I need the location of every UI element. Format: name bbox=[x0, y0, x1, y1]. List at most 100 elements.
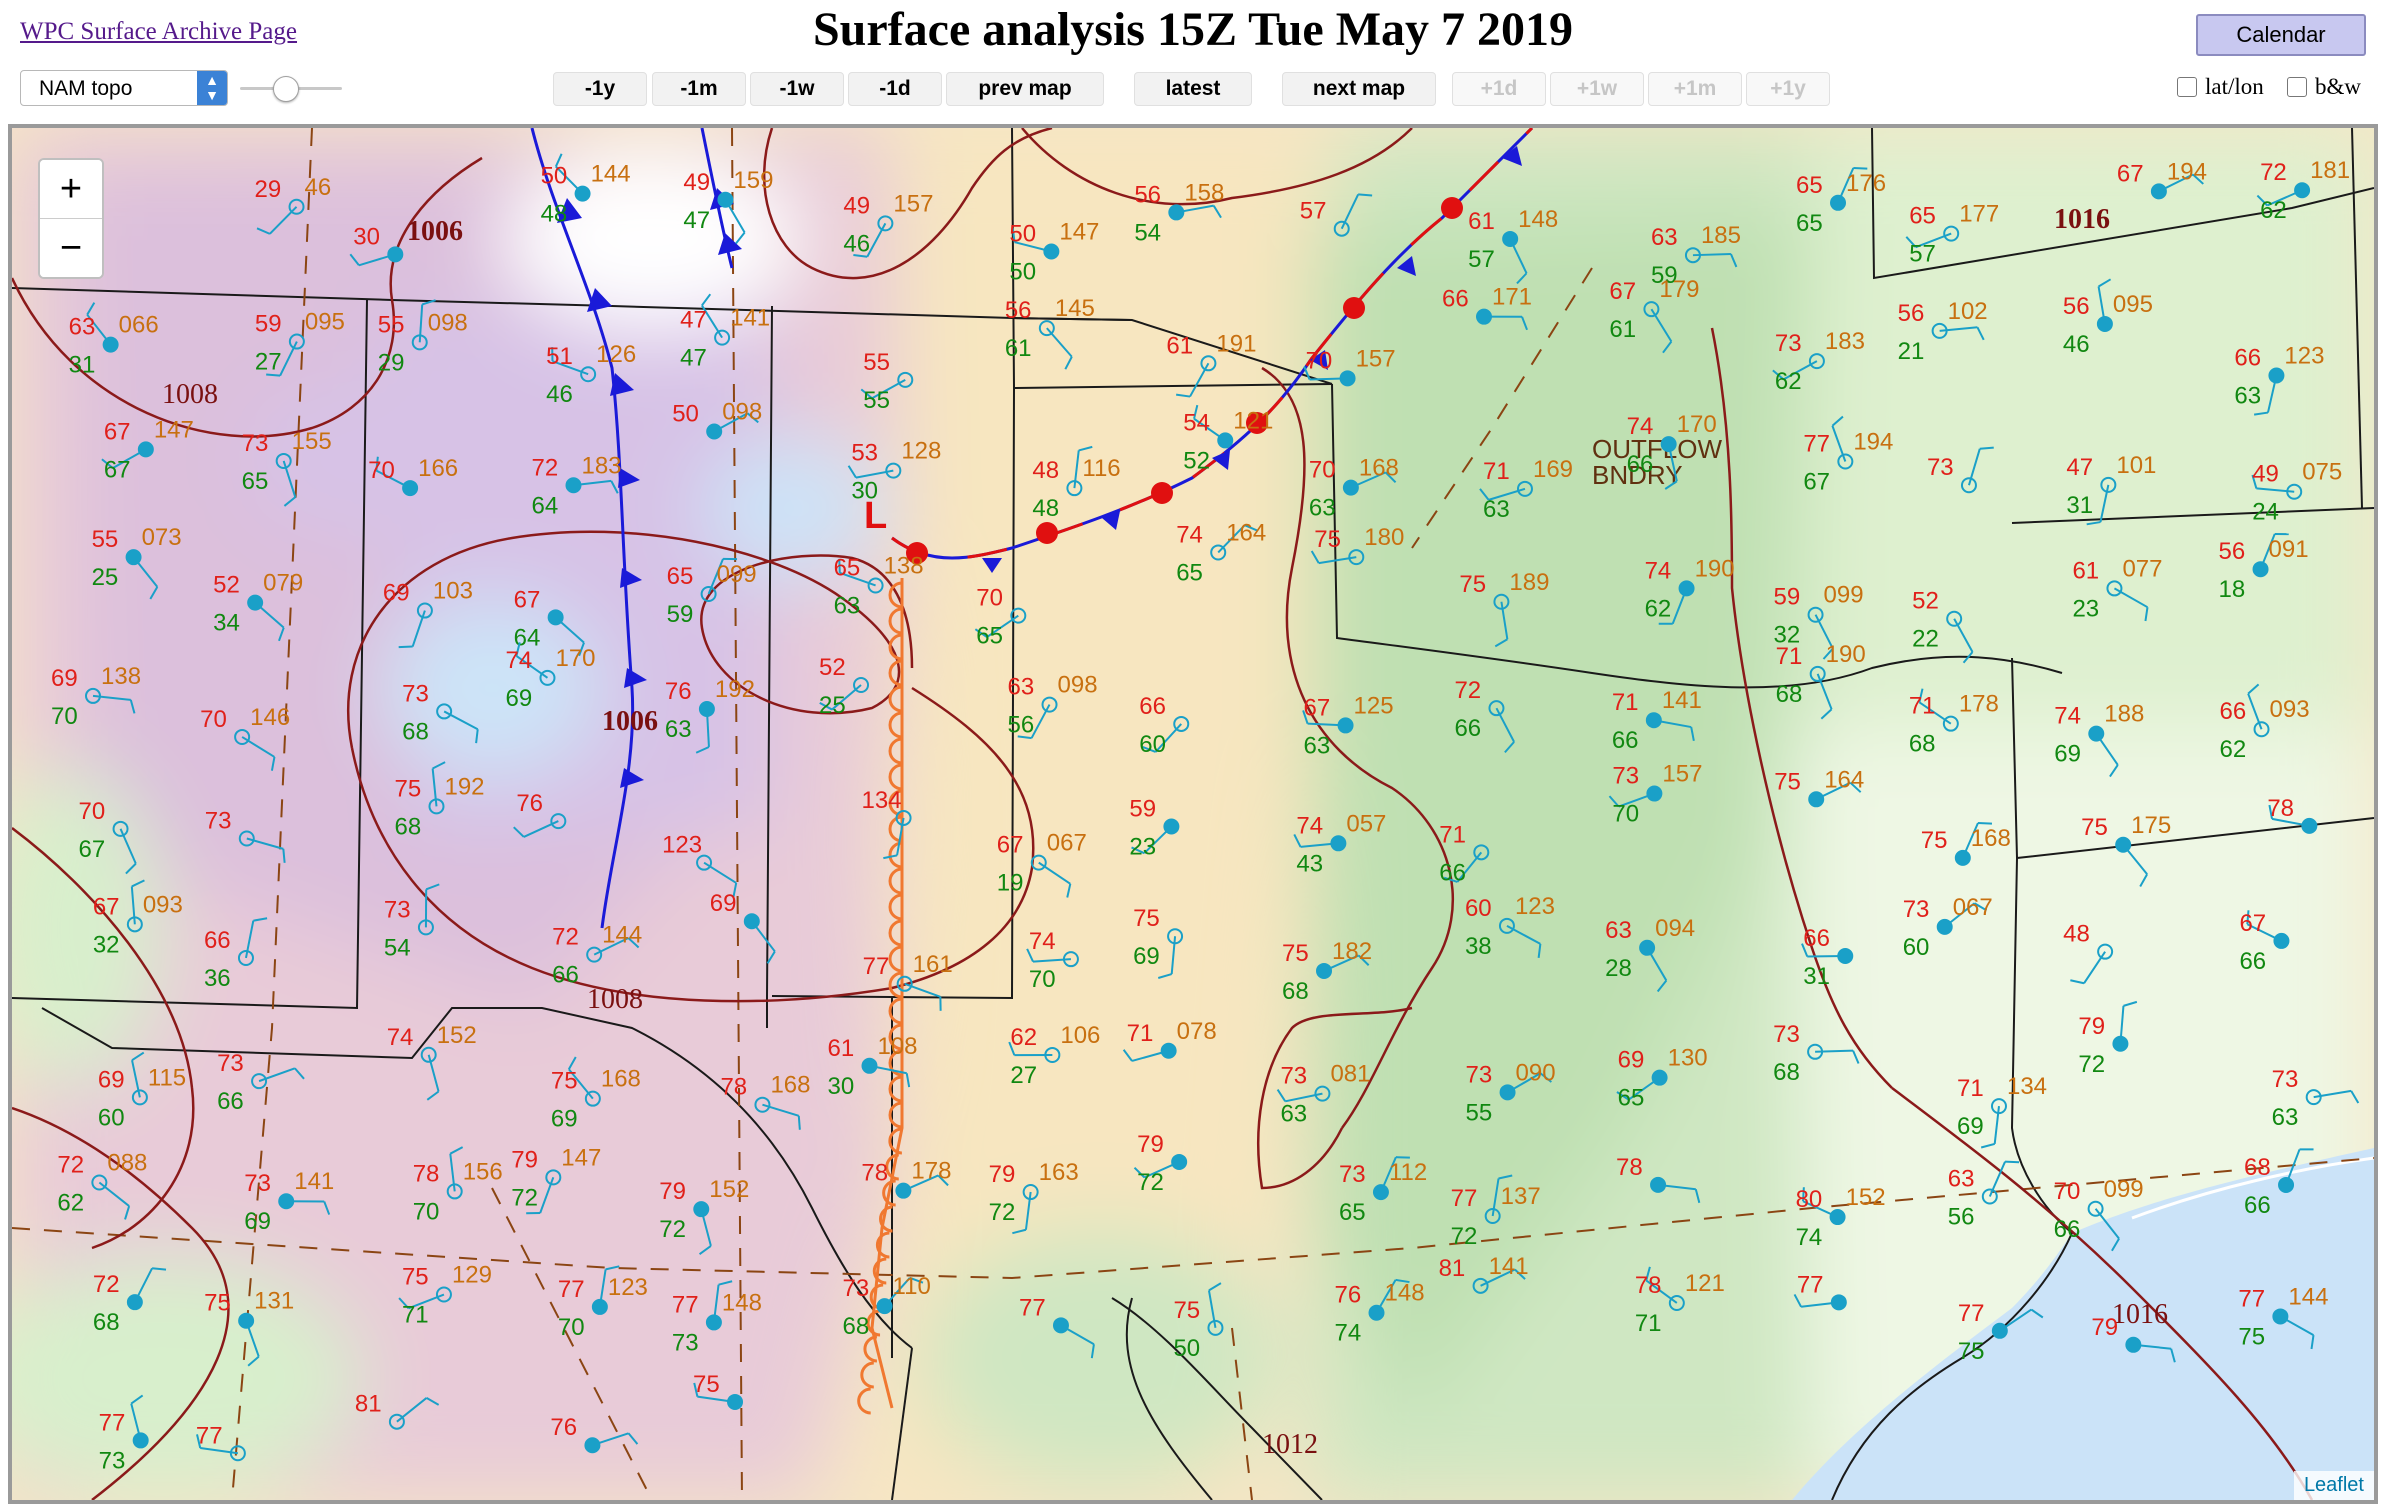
station-temperature: 73 bbox=[1339, 1161, 1366, 1188]
wind-barb bbox=[2099, 484, 2110, 523]
wind-barb bbox=[2122, 844, 2148, 875]
station-plot: 60 38 123 bbox=[1465, 893, 1555, 960]
wind-barb bbox=[1456, 851, 1483, 883]
wind-barb bbox=[2266, 189, 2303, 207]
wind-barb-feather bbox=[2246, 910, 2250, 925]
station-circle bbox=[539, 669, 556, 686]
bw-toggle[interactable]: b&w bbox=[2287, 74, 2361, 100]
opacity-slider[interactable] bbox=[240, 76, 342, 102]
wind-barb-feather bbox=[883, 854, 898, 860]
station-circle bbox=[877, 215, 894, 232]
station-plot: 74 69 188 bbox=[2054, 701, 2144, 778]
station-temperature: 74 bbox=[1176, 521, 1203, 548]
chevron-up-down-icon: ▲ ▼ bbox=[197, 71, 227, 105]
wind-barb bbox=[1915, 232, 1952, 249]
station-temperature: 76 bbox=[516, 790, 543, 817]
station-plot: 67 194 bbox=[2117, 158, 2207, 200]
station-plot: 81 141 bbox=[1439, 1253, 1529, 1294]
wind-barb-feather bbox=[1820, 708, 1833, 720]
wind-barb-feather bbox=[567, 1056, 577, 1070]
zoom-out-button[interactable]: − bbox=[40, 218, 102, 277]
station-plot: 75 68 192 bbox=[394, 761, 485, 840]
station-temperature: 79 bbox=[2091, 1314, 2118, 1341]
next-map-button[interactable]: next map bbox=[1282, 72, 1436, 106]
wind-barb-feather bbox=[129, 699, 136, 714]
wind-barb-feather bbox=[1905, 236, 1917, 248]
station-pressure: 144 bbox=[602, 922, 642, 949]
station-circle bbox=[1809, 665, 1826, 682]
station-circle bbox=[1498, 917, 1515, 934]
latlon-checkbox[interactable] bbox=[2177, 77, 2197, 97]
station-pressure: 128 bbox=[901, 438, 941, 465]
station-plot: 78 70 156 bbox=[413, 1146, 503, 1225]
wind-barb-feather bbox=[270, 756, 276, 771]
dryline-scallop bbox=[872, 1257, 887, 1285]
latest-button[interactable]: latest bbox=[1134, 72, 1252, 106]
plus-1-week-button[interactable]: +1w bbox=[1550, 72, 1644, 106]
minus-1-day-button[interactable]: -1d bbox=[848, 72, 942, 106]
station-temperature: 72 bbox=[57, 1151, 84, 1178]
wind-barb-feather bbox=[732, 882, 738, 897]
station-circle bbox=[435, 1286, 452, 1303]
station-circle bbox=[436, 703, 453, 720]
station-temperature: 75 bbox=[1459, 571, 1486, 598]
station-dewpoint: 62 bbox=[2260, 197, 2287, 224]
station-temperature: 69 bbox=[1618, 1047, 1645, 1074]
station-temperature: 65 bbox=[667, 563, 694, 590]
station-plot: 70 66 099 bbox=[2054, 1176, 2144, 1252]
station-temperature: 76 bbox=[550, 1414, 577, 1441]
station-pressure: 108 bbox=[877, 1033, 917, 1060]
station-temperature: 74 bbox=[2054, 703, 2081, 730]
station-pressure: 152 bbox=[1846, 1184, 1886, 1211]
plus-1-month-button[interactable]: +1m bbox=[1648, 72, 1742, 106]
station-circle bbox=[586, 946, 603, 963]
surface-map-canvas[interactable]: L OUTFLOW BNDRY 1006 1006 1008 1016 1008… bbox=[12, 128, 2374, 1500]
wind-barb bbox=[1815, 1049, 1854, 1053]
wind-barb-feather bbox=[1157, 973, 1172, 979]
wind-barb-feather bbox=[2251, 474, 2258, 489]
wind-barb bbox=[408, 1293, 445, 1310]
station-pressure: 176 bbox=[1846, 170, 1886, 197]
zoom-in-button[interactable]: + bbox=[40, 160, 102, 218]
station-circle bbox=[1946, 610, 1963, 627]
latlon-toggle[interactable]: lat/lon bbox=[2177, 74, 2264, 100]
station-temperature: 50 bbox=[541, 163, 568, 190]
station-plot: 67 67 147 bbox=[101, 416, 194, 483]
station-temperature: 30 bbox=[353, 223, 380, 250]
surface-map[interactable]: L OUTFLOW BNDRY 1006 1006 1008 1016 1008… bbox=[8, 124, 2378, 1504]
station-plot: 78 bbox=[2267, 795, 2318, 834]
station-pressure: 183 bbox=[581, 452, 621, 479]
slider-thumb[interactable] bbox=[273, 76, 299, 102]
wpc-archive-link[interactable]: WPC Surface Archive Page bbox=[20, 18, 298, 45]
bw-checkbox[interactable] bbox=[2287, 77, 2307, 97]
basemap-select[interactable]: NAM topo ▲ ▼ bbox=[20, 70, 228, 106]
station-plot: 47 47 141 bbox=[680, 293, 770, 372]
wind-barb bbox=[592, 1432, 629, 1447]
minus-1-week-button[interactable]: -1w bbox=[750, 72, 844, 106]
wind-barb bbox=[1807, 954, 1846, 958]
plus-1-day-button[interactable]: +1d bbox=[1452, 72, 1546, 106]
station-pressure: 144 bbox=[2288, 1283, 2328, 1310]
station-circle bbox=[1960, 477, 1977, 494]
wind-barb bbox=[1375, 1279, 1397, 1314]
prev-map-button[interactable]: prev map bbox=[946, 72, 1104, 106]
station-temperature: 47 bbox=[680, 307, 707, 334]
calendar-button[interactable]: Calendar bbox=[2196, 14, 2366, 56]
plus-1-year-button[interactable]: +1y bbox=[1746, 72, 1830, 106]
wind-barb bbox=[554, 616, 585, 644]
wind-barb-feather bbox=[1608, 795, 1620, 808]
leaflet-attribution-link[interactable]: Leaflet bbox=[2293, 1471, 2374, 1500]
station-plot: 66 62 093 bbox=[2220, 683, 2310, 763]
wind-barb bbox=[245, 1320, 260, 1357]
station-pressure: 134 bbox=[2007, 1073, 2047, 1100]
station-circle bbox=[251, 1073, 268, 1090]
minus-1-month-button[interactable]: -1m bbox=[652, 72, 746, 106]
dryline-scallop bbox=[866, 1309, 881, 1337]
minus-1-year-button[interactable]: -1y bbox=[553, 72, 647, 106]
wind-barb-feather bbox=[1395, 1278, 1410, 1284]
wind-barb bbox=[1953, 618, 1974, 653]
